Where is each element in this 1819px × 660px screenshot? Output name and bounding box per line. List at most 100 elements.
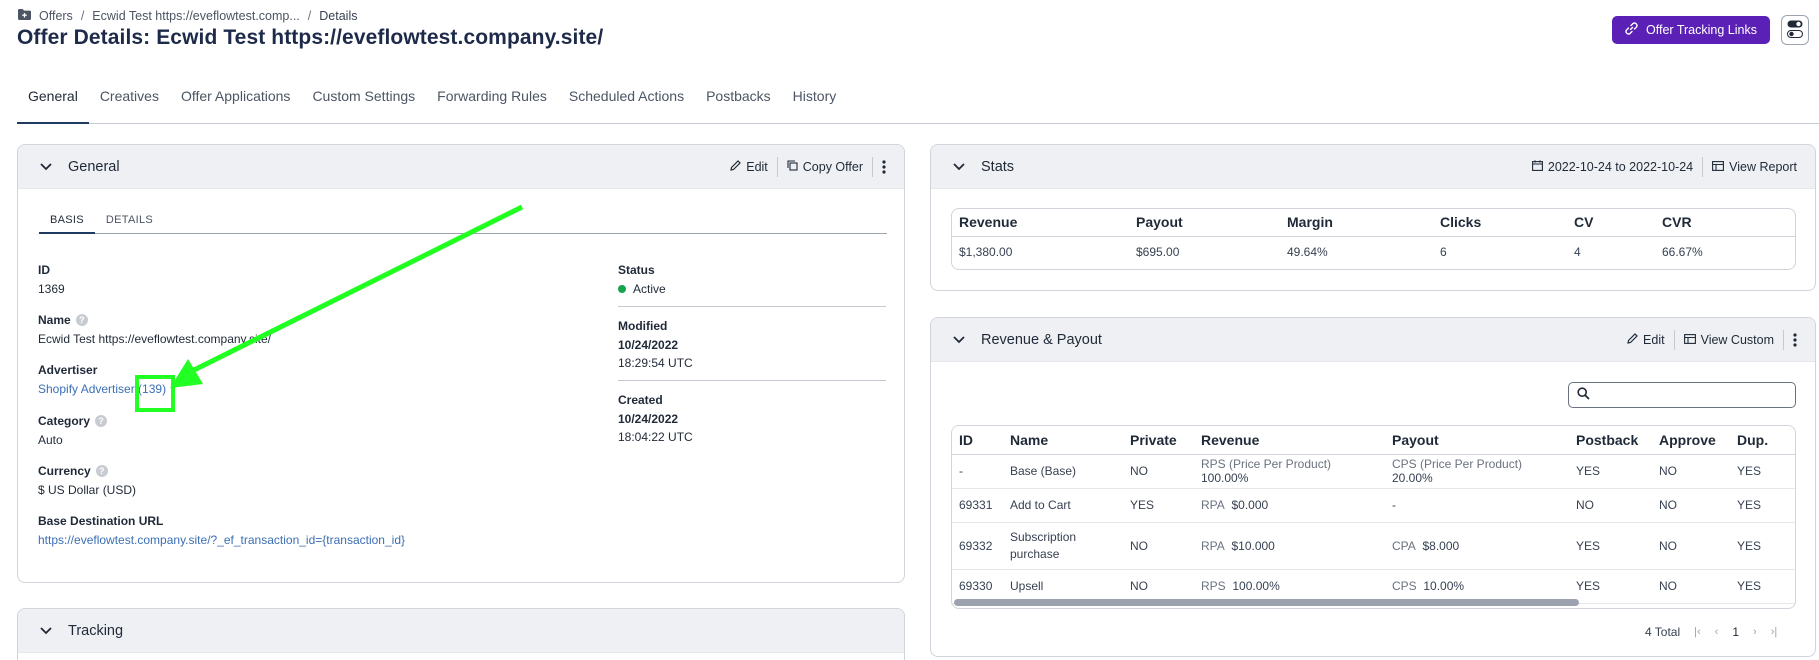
- help-icon[interactable]: ?: [95, 415, 108, 427]
- created-time: 18:04:22 UTC: [618, 430, 693, 444]
- chevron-down-icon[interactable]: [40, 626, 54, 635]
- toggle-icon: [1787, 20, 1803, 41]
- prev-page-icon[interactable]: ‹: [1714, 626, 1719, 638]
- tab-offer-applications[interactable]: Offer Applications: [180, 88, 291, 104]
- rp-search-input[interactable]: [1596, 388, 1786, 402]
- tab-history[interactable]: History: [792, 88, 837, 104]
- last-page-icon[interactable]: ›|: [1770, 626, 1778, 638]
- currency-label: Currency: [38, 464, 91, 478]
- tab-general[interactable]: General: [17, 78, 89, 124]
- breadcrumb-separator: /: [80, 9, 85, 23]
- tracking-panel-title: Tracking: [68, 622, 124, 639]
- row-name: Upsell: [1003, 569, 1123, 604]
- calendar-icon: [1531, 159, 1543, 174]
- tab-forwarding-rules[interactable]: Forwarding Rules: [437, 88, 547, 104]
- help-icon[interactable]: ?: [95, 465, 108, 477]
- created-label: Created: [618, 393, 663, 407]
- divider: [1702, 156, 1704, 177]
- row-more: [1790, 488, 1795, 523]
- copy-offer-button[interactable]: Copy Offer: [778, 160, 872, 174]
- base-url-link[interactable]: https://eveflowtest.company.site/?_ef_tr…: [38, 533, 406, 547]
- row-name: Base (Base): [1003, 454, 1123, 489]
- chevron-down-icon[interactable]: [953, 162, 967, 171]
- name-field: Name? Ecwid Test https://eveflowtest.com…: [38, 313, 271, 346]
- tab-postbacks[interactable]: Postbacks: [706, 88, 771, 104]
- general-panel-title: General: [68, 158, 120, 175]
- view-custom-button[interactable]: View Custom: [1675, 333, 1783, 347]
- rp-col-private: Private: [1123, 426, 1194, 455]
- copy-icon: [787, 159, 798, 174]
- status-label: Status: [618, 263, 655, 277]
- rp-edit-button[interactable]: Edit: [1618, 333, 1674, 347]
- horizontal-scrollbar[interactable]: [954, 599, 1579, 606]
- row-dup: YES: [1730, 454, 1790, 489]
- base-url-label: Base Destination URL: [38, 514, 164, 528]
- view-report-button[interactable]: View Report: [1703, 160, 1801, 174]
- next-page-icon[interactable]: ›: [1753, 626, 1757, 638]
- tracking-panel-header: Tracking: [18, 609, 904, 653]
- stats-col-clicks: Clicks: [1433, 209, 1567, 237]
- row-payout: CPA $8.000: [1385, 522, 1569, 570]
- modified-date: 10/24/2022: [618, 338, 679, 352]
- stats-payout: $695.00: [1136, 244, 1180, 259]
- pencil-icon: [730, 159, 742, 174]
- total-count: 4 Total: [1645, 625, 1681, 639]
- rp-header-row: ID Name Private Revenue Payout Postback …: [952, 426, 1795, 455]
- kebab-icon[interactable]: [1784, 332, 1801, 347]
- payout-type: CPA: [1392, 538, 1416, 553]
- first-page-icon[interactable]: |‹: [1694, 626, 1701, 638]
- row-approve: NO: [1652, 488, 1730, 523]
- tracking-panel: Tracking: [17, 608, 905, 660]
- rp-col-more: C: [1790, 426, 1795, 455]
- advertiser-link[interactable]: Shopify Advertiser (139): [38, 382, 167, 396]
- stats-cv: 4: [1574, 244, 1581, 259]
- row-approve: NO: [1652, 569, 1730, 604]
- category-field: Category? Auto: [38, 414, 108, 447]
- stats-col-margin: Margin: [1280, 209, 1433, 237]
- table-row[interactable]: 69331 Add to Cart YES RPA $0.000 - NO NO…: [952, 488, 1795, 523]
- offer-tracking-links-button[interactable]: Offer Tracking Links: [1612, 16, 1770, 44]
- created-date: 10/24/2022: [618, 412, 679, 426]
- date-range-picker[interactable]: 2022-10-24 to 2022-10-24: [1523, 160, 1702, 174]
- chevron-down-icon[interactable]: [40, 162, 54, 171]
- rp-search-box[interactable]: [1568, 382, 1796, 408]
- kebab-icon[interactable]: [873, 159, 890, 174]
- current-page[interactable]: 1: [1732, 625, 1740, 639]
- general-panel: General Edit Copy Offer BASIS DETAILS ID…: [17, 144, 905, 583]
- help-icon[interactable]: ?: [75, 314, 88, 326]
- row-more: [1790, 522, 1795, 570]
- pencil-icon: [1627, 332, 1638, 347]
- tab-scheduled-actions[interactable]: Scheduled Actions: [568, 88, 685, 104]
- table-row[interactable]: 69332 Subscription purchase NO RPA $10.0…: [952, 522, 1795, 570]
- general-subtabs: BASIS DETAILS: [39, 204, 887, 234]
- breadcrumb-offer[interactable]: Ecwid Test https://eveflowtest.comp...: [92, 9, 300, 23]
- chevron-down-icon[interactable]: [953, 335, 967, 344]
- payout-type: CPS (Price Per Product): [1392, 457, 1523, 471]
- row-postback: YES: [1569, 522, 1652, 570]
- tab-creatives[interactable]: Creatives: [99, 88, 159, 104]
- row-dup: YES: [1730, 522, 1790, 570]
- revenue-type: RPS (Price Per Product): [1201, 457, 1332, 471]
- payout-value: 10.00%: [1423, 579, 1465, 593]
- row-postback: NO: [1569, 488, 1652, 523]
- edit-button[interactable]: Edit: [721, 160, 777, 174]
- table-row[interactable]: - Base (Base) NO RPS (Price Per Product)…: [952, 454, 1795, 489]
- stats-col-revenue: Revenue: [952, 209, 1129, 237]
- table-row[interactable]: 69330 Upsell NO RPS 100.00% CPS 10.00% Y…: [952, 569, 1795, 604]
- rp-col-revenue: Revenue: [1194, 426, 1385, 455]
- row-approve: NO: [1652, 522, 1730, 570]
- status-column: Status Active Modified 10/24/2022 18:29:…: [618, 263, 886, 444]
- tab-custom-settings[interactable]: Custom Settings: [312, 88, 416, 104]
- status-block: Status Active: [618, 263, 886, 307]
- revenue-value: $10.000: [1231, 538, 1275, 553]
- breadcrumb-offers[interactable]: Offers: [39, 9, 73, 23]
- subtab-details[interactable]: DETAILS: [105, 214, 154, 226]
- id-field: ID 1369: [38, 263, 65, 296]
- revenue-value: 100.00%: [1201, 471, 1249, 485]
- row-private: NO: [1123, 522, 1194, 570]
- advertiser-label: Advertiser: [38, 363, 98, 377]
- general-panel-header: General Edit Copy Offer: [18, 145, 904, 189]
- breadcrumb: Offers / Ecwid Test https://eveflowtest.…: [18, 9, 358, 23]
- layout-toggle-button[interactable]: [1781, 15, 1809, 45]
- subtab-basis[interactable]: BASIS: [39, 204, 95, 234]
